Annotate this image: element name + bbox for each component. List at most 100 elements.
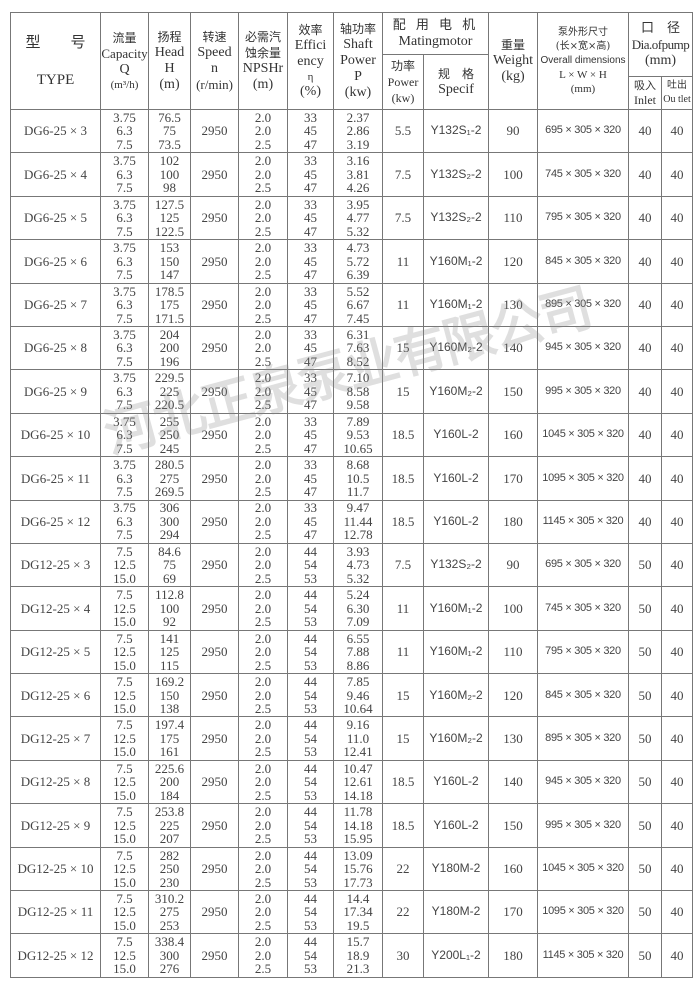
- cell-efficiency-value: 54: [304, 730, 317, 746]
- cell-speed: 2950: [190, 282, 239, 327]
- cell-capacity-value: 12.5: [113, 687, 136, 703]
- shaft-zh: 轴功率: [339, 22, 376, 36]
- cell-npsh-value: 2.0: [254, 500, 272, 516]
- cell-npsh-value: 2.0: [254, 253, 272, 269]
- cell-shaft-power-value: 7.88: [346, 644, 370, 660]
- cell-motor-spec: Y180M-2: [423, 846, 489, 892]
- cell-outlet: 40: [661, 846, 693, 892]
- cell-outlet: 40: [661, 369, 693, 414]
- cell-npsh-value: 2.0: [254, 674, 272, 690]
- cell-npsh-value: 2.5: [254, 223, 272, 239]
- cell-capacity-value: 7.5: [116, 760, 133, 776]
- cell-head-value: 250: [159, 427, 180, 443]
- cell-head-value: 220.5: [154, 397, 185, 413]
- cell-efficiency: 44 54 53: [287, 586, 334, 631]
- cell-head-value: 161: [159, 744, 180, 760]
- cell-head-value: 125: [159, 210, 180, 226]
- cell-capacity-value: 7.5: [116, 527, 133, 543]
- cell-npsh: 2.0 2.0 2.5: [238, 586, 288, 631]
- cell-weight: 120: [488, 239, 538, 284]
- cell-efficiency: 33 45 47: [287, 499, 334, 544]
- cell-head-value: 150: [159, 253, 180, 269]
- cell-capacity-value: 15.0: [113, 917, 136, 933]
- cell-type: DG12-25 × 4: [10, 586, 101, 631]
- cell-efficiency-value: 47: [304, 353, 317, 369]
- table-row: DG12-25 × 4 7.5 12.5 15.0 112.8 100 92 2950 2.0 2…: [10, 586, 693, 631]
- cell-shaft-power: 11.78 14.18 15.95: [333, 803, 383, 848]
- cell-head: 310.2 275 253: [148, 890, 191, 935]
- cell-head-value: 207: [159, 831, 180, 847]
- cell-head-value: 125: [159, 644, 180, 660]
- cell-shaft-power-value: 10.5: [346, 470, 370, 486]
- cell-head: 169.2 150 138: [148, 673, 191, 718]
- header-outlet: 吐出 Ou tlet: [661, 76, 693, 110]
- cell-weight: 130: [488, 716, 538, 761]
- cell-speed: 2950: [190, 369, 239, 414]
- shaft-en-1: Shaft: [343, 37, 373, 52]
- cell-npsh-value: 2.0: [254, 760, 272, 776]
- cell-motor-power: 22: [382, 846, 424, 892]
- cell-head-value: 147: [159, 267, 180, 283]
- cell-outlet: 40: [661, 456, 693, 501]
- table-row: DG12-25 × 11 7.5 12.5 15.0 310.2 275 253 2950 2.…: [10, 890, 693, 935]
- cell-shaft-power-value: 17.34: [343, 904, 373, 920]
- cell-npsh: 2.0 2.0 2.5: [238, 759, 288, 805]
- cell-shaft-power-value: 15.7: [346, 934, 370, 950]
- cell-head-value: 92: [163, 614, 176, 630]
- cell-efficiency: 33 45 47: [287, 456, 334, 501]
- cell-efficiency: 44 54 53: [287, 890, 334, 935]
- cell-npsh: 2.0 2.0 2.5: [238, 933, 288, 978]
- cell-motor-spec: Y132S₂-2: [423, 152, 489, 197]
- cell-npsh-value: 2.0: [254, 340, 272, 356]
- table-row: DG6-25 × 8 3.75 6.3 7.5 204 200 196 2950 2.0 2.0 2…: [10, 325, 693, 371]
- cell-capacity-value: 15.0: [113, 744, 136, 760]
- cell-type: DG6-25 × 3: [10, 108, 101, 154]
- outlet-zh: 吐出: [667, 80, 687, 91]
- cell-efficiency-value: 44: [304, 890, 317, 906]
- cell-shaft-power-value: 5.32: [346, 570, 370, 586]
- cell-head-value: 255: [159, 413, 180, 429]
- cell-npsh-value: 2.0: [254, 123, 272, 139]
- cell-head-value: 196: [159, 353, 180, 369]
- cell-inlet: 40: [628, 152, 662, 197]
- header-efficiency: 效率 Effici ency η (%): [287, 12, 334, 110]
- table-row: DG6-25 × 9 3.75 6.3 7.5 229.5 225 220.5 2950 2.0…: [10, 369, 693, 414]
- cell-npsh-value: 2.0: [254, 644, 272, 660]
- cell-capacity-value: 15.0: [113, 831, 136, 847]
- cell-inlet: 50: [628, 586, 662, 631]
- outlet-en: Ou tlet: [663, 94, 691, 105]
- cell-type: DG6-25 × 5: [10, 195, 101, 241]
- cell-npsh-value: 2.0: [254, 240, 272, 256]
- cell-dimensions: 1045 × 305 × 320: [537, 846, 629, 892]
- cell-npsh-value: 2.0: [254, 326, 272, 342]
- cell-capacity-value: 3.75: [113, 457, 136, 473]
- cell-head-value: 98: [163, 180, 176, 196]
- cell-head-value: 200: [159, 774, 180, 790]
- cell-shaft-power: 8.68 10.5 11.7: [333, 456, 383, 501]
- cell-dimensions: 895 × 305 × 320: [537, 282, 629, 327]
- cell-dimensions: 795 × 305 × 320: [537, 195, 629, 241]
- cell-npsh-value: 2.0: [254, 457, 272, 473]
- npsh-en: NPSHr: [242, 61, 284, 76]
- cell-head-value: 75: [163, 557, 176, 573]
- cell-shaft-power-value: 11.44: [343, 513, 373, 529]
- cell-capacity-value: 6.3: [116, 513, 133, 529]
- cell-npsh-value: 2.5: [254, 701, 272, 717]
- cell-head-value: 197.4: [154, 717, 185, 733]
- cell-inlet: 50: [628, 716, 662, 761]
- cell-shaft-power-value: 4.77: [346, 210, 370, 226]
- cell-npsh: 2.0 2.0 2.5: [238, 239, 288, 284]
- cell-npsh-value: 2.0: [254, 513, 272, 529]
- cell-capacity-value: 7.5: [116, 397, 133, 413]
- cell-npsh: 2.0 2.0 2.5: [238, 282, 288, 327]
- cell-outlet: 40: [661, 195, 693, 241]
- cell-capacity-value: 12.5: [113, 817, 136, 833]
- cell-shaft-power-value: 5.32: [346, 223, 370, 239]
- cell-shaft-power-value: 12.61: [343, 774, 373, 790]
- cell-head-value: 100: [159, 166, 180, 182]
- cell-shaft-power-value: 15.76: [343, 861, 373, 877]
- capacity-unit: (m³/h): [110, 79, 139, 91]
- cell-motor-power: 18.5: [382, 456, 424, 501]
- cell-shaft-power-value: 7.63: [346, 340, 370, 356]
- cell-efficiency-value: 53: [304, 787, 317, 803]
